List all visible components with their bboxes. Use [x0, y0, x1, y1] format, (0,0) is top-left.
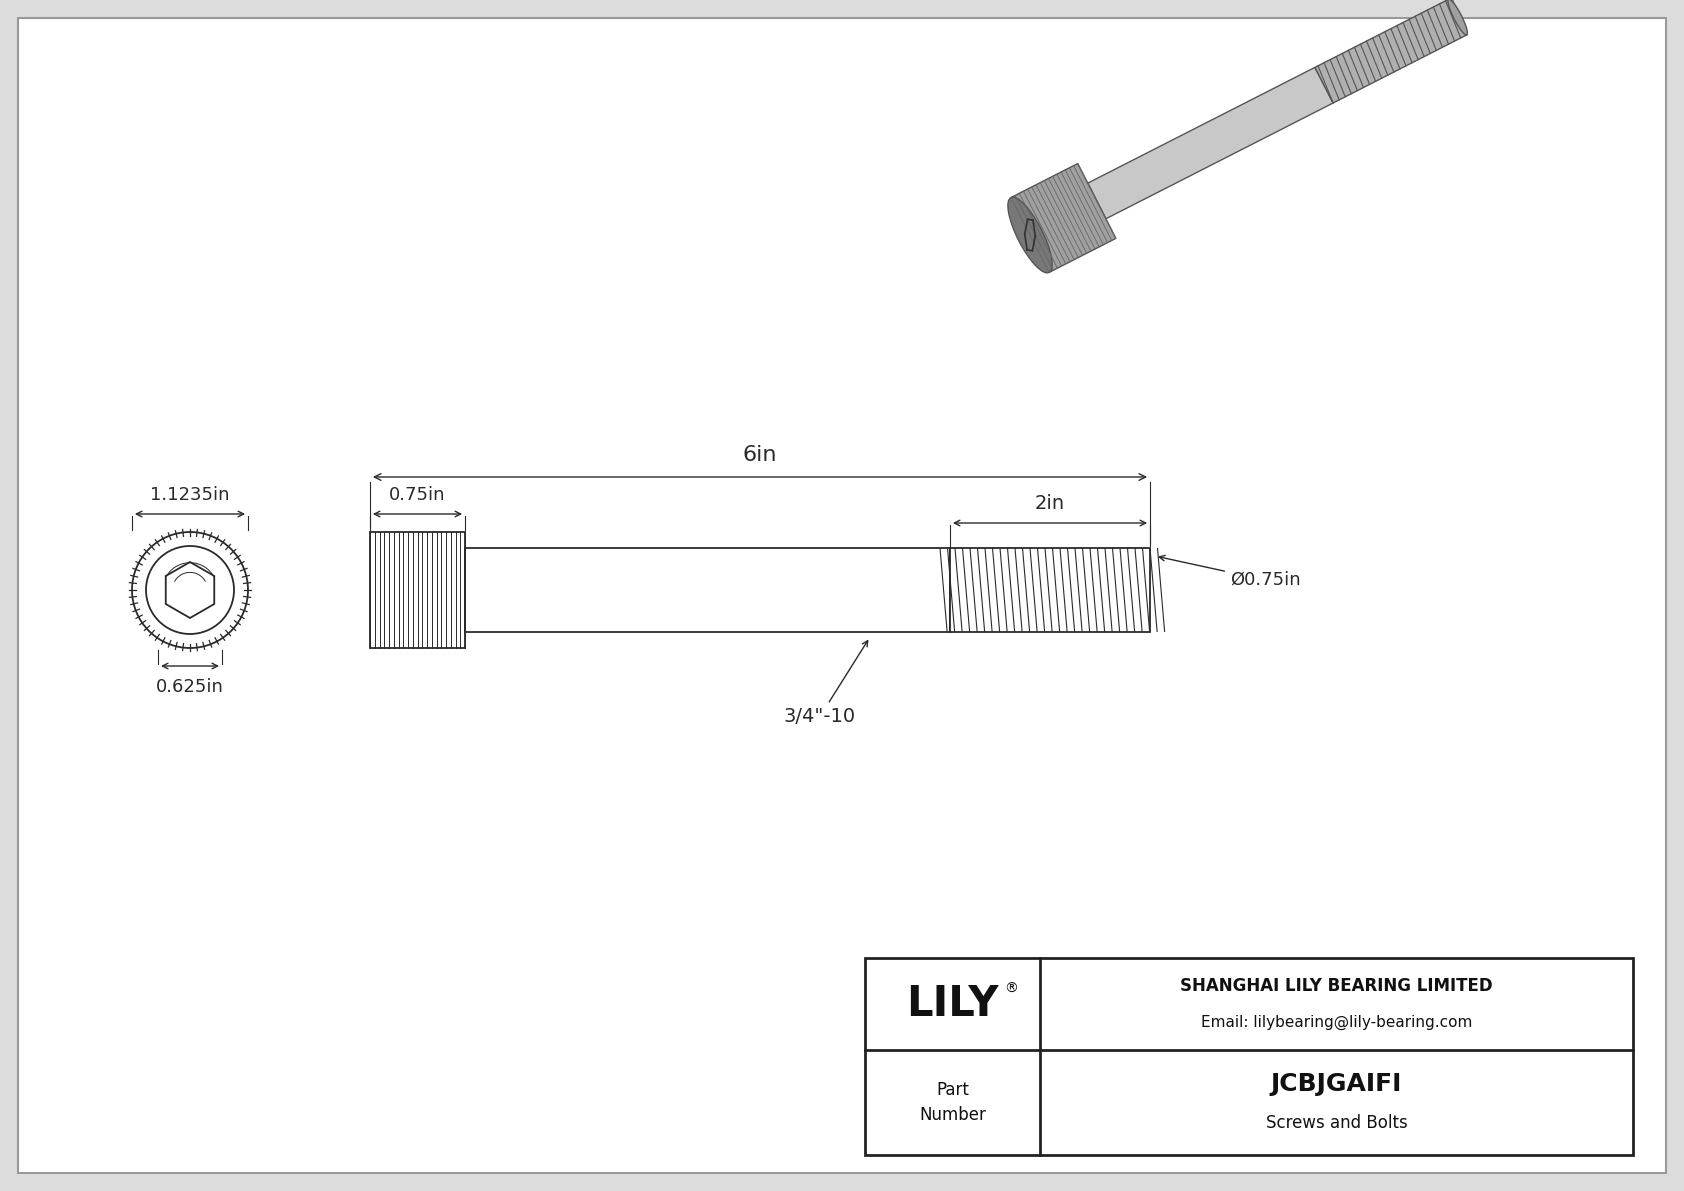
- Polygon shape: [1315, 0, 1467, 102]
- Text: 0.75in: 0.75in: [389, 486, 446, 504]
- Text: Part
Number: Part Number: [919, 1081, 985, 1124]
- Text: 1.1235in: 1.1235in: [150, 486, 229, 504]
- Bar: [370, 532, 465, 648]
- Text: Email: lilybearing@lily-bearing.com: Email: lilybearing@lily-bearing.com: [1201, 1015, 1472, 1029]
- Text: Screws and Bolts: Screws and Bolts: [1266, 1114, 1408, 1131]
- Text: 6in: 6in: [743, 445, 778, 464]
- Bar: [866, 958, 1633, 1155]
- Ellipse shape: [1448, 0, 1467, 35]
- Text: 3/4"-10: 3/4"-10: [785, 641, 867, 727]
- Text: Ø0.75in: Ø0.75in: [1159, 555, 1300, 590]
- Bar: [950, 548, 1150, 632]
- Text: ®: ®: [1004, 983, 1019, 996]
- Polygon shape: [1088, 68, 1334, 219]
- Text: 2in: 2in: [1036, 494, 1064, 513]
- Bar: [465, 548, 950, 632]
- Text: 0.625in: 0.625in: [157, 678, 224, 696]
- Ellipse shape: [1007, 198, 1052, 273]
- Text: LILY: LILY: [906, 983, 999, 1025]
- Text: JCBJGAIFI: JCBJGAIFI: [1271, 1073, 1403, 1097]
- Polygon shape: [1010, 163, 1116, 273]
- Text: SHANGHAI LILY BEARING LIMITED: SHANGHAI LILY BEARING LIMITED: [1180, 977, 1492, 994]
